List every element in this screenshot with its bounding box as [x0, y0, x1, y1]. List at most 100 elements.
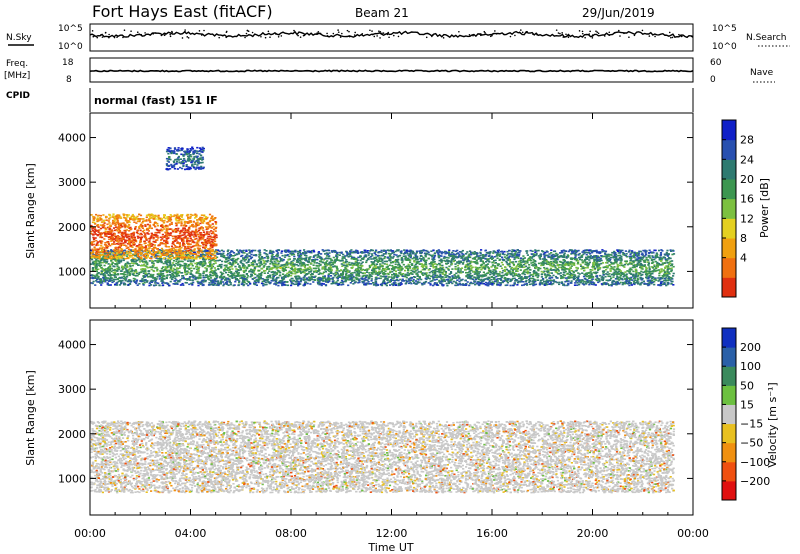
power-pixel — [91, 253, 94, 255]
power-pixel — [548, 262, 551, 265]
power-pixel — [465, 253, 468, 255]
power-pixel — [535, 265, 538, 268]
power-pixel — [318, 283, 321, 286]
noise-dot — [155, 32, 157, 34]
power-pixel — [105, 252, 108, 255]
power-pixel — [638, 261, 641, 264]
power-pixel — [351, 280, 354, 282]
power-pixel — [317, 255, 320, 257]
power-pixel — [495, 279, 498, 282]
power-pixel — [209, 268, 212, 270]
power-pixel — [97, 275, 100, 278]
power-pixel — [554, 265, 557, 267]
date-label: 29/Jun/2019 — [582, 6, 655, 20]
power-pixel — [394, 250, 397, 253]
power-pixel — [432, 266, 435, 269]
power-pixel — [231, 268, 234, 270]
power-pixel — [506, 250, 509, 253]
power-pixel — [317, 273, 320, 275]
power-pixel — [397, 255, 400, 258]
power-pixel — [519, 269, 522, 271]
power-pixel — [120, 259, 123, 261]
power-pixel — [273, 256, 276, 258]
power-pixel — [115, 284, 119, 286]
power-pixel — [589, 269, 592, 271]
power-pixel — [533, 284, 536, 286]
power-pixel — [345, 272, 348, 275]
noise-dot — [123, 29, 126, 32]
power-pixel — [152, 251, 155, 253]
power-pixel — [281, 282, 284, 285]
power-pixel — [114, 278, 117, 281]
power-pixel — [114, 260, 117, 262]
noise-dot — [277, 35, 280, 38]
power-pixel — [473, 258, 477, 260]
power-pixel — [656, 263, 659, 265]
power-pixel — [261, 263, 264, 266]
power-pixel — [453, 259, 456, 262]
power-pixel — [306, 250, 309, 253]
power-pixel — [505, 260, 508, 263]
power-pixel — [409, 267, 412, 269]
power-pixel — [596, 271, 599, 274]
power-pixel — [110, 249, 113, 251]
power-pixel — [647, 264, 650, 266]
power-pixel — [346, 251, 349, 254]
power-pixel — [593, 256, 597, 258]
power-pixel — [642, 256, 645, 258]
power-pixel — [221, 260, 224, 263]
power-pixel — [244, 258, 247, 261]
power-pixel — [90, 282, 93, 284]
power-pixel — [435, 278, 438, 281]
power-pixel — [227, 274, 230, 276]
power-pixel — [619, 250, 622, 252]
power-pixel — [422, 259, 425, 262]
power-pixel — [437, 249, 440, 251]
noise-dot — [641, 29, 644, 32]
power-pixel — [104, 276, 107, 278]
noise-dot — [280, 35, 283, 37]
power-pixel — [316, 254, 319, 256]
power-pixel — [556, 281, 559, 284]
power-pixel — [517, 273, 520, 275]
power-pixel — [305, 281, 308, 284]
power-pixel — [666, 255, 669, 257]
power-pixel — [112, 269, 115, 272]
power-pixel — [128, 262, 131, 265]
nsearch-label: N.Search — [746, 33, 787, 43]
power-pixel — [593, 255, 596, 257]
power-pixel — [283, 275, 286, 278]
power-pixel — [306, 282, 309, 285]
power-pixel — [363, 283, 366, 285]
power-pixel — [442, 273, 445, 275]
power-pixel — [583, 269, 586, 272]
power-pixel — [298, 282, 301, 284]
power-pixel — [375, 263, 378, 265]
power-pixel — [246, 266, 249, 269]
power-pixel — [297, 283, 300, 285]
power-pixel — [533, 281, 536, 283]
power-pixel — [657, 269, 660, 271]
noise-dot — [122, 36, 124, 39]
power-pixel — [587, 255, 590, 258]
power-pixel — [332, 262, 335, 264]
power-pixel — [488, 252, 491, 255]
power-pixel — [490, 256, 493, 259]
power-pixel — [94, 266, 97, 269]
power-pixel — [234, 277, 238, 280]
power-pixel — [413, 282, 416, 284]
power-pixel — [568, 269, 571, 271]
power-pixel — [442, 278, 446, 281]
power-pixel — [345, 255, 348, 257]
power-pixel — [488, 261, 491, 263]
power-pixel — [322, 267, 325, 270]
power-pixel — [477, 271, 480, 273]
power-pixel — [150, 256, 153, 258]
noise-dot — [559, 32, 561, 35]
noise-dot — [514, 34, 516, 37]
power-pixel — [633, 252, 636, 255]
power-pixel — [167, 265, 170, 268]
power-pixel — [105, 261, 108, 264]
power-pixel — [264, 283, 267, 286]
power-pixel — [440, 258, 443, 261]
